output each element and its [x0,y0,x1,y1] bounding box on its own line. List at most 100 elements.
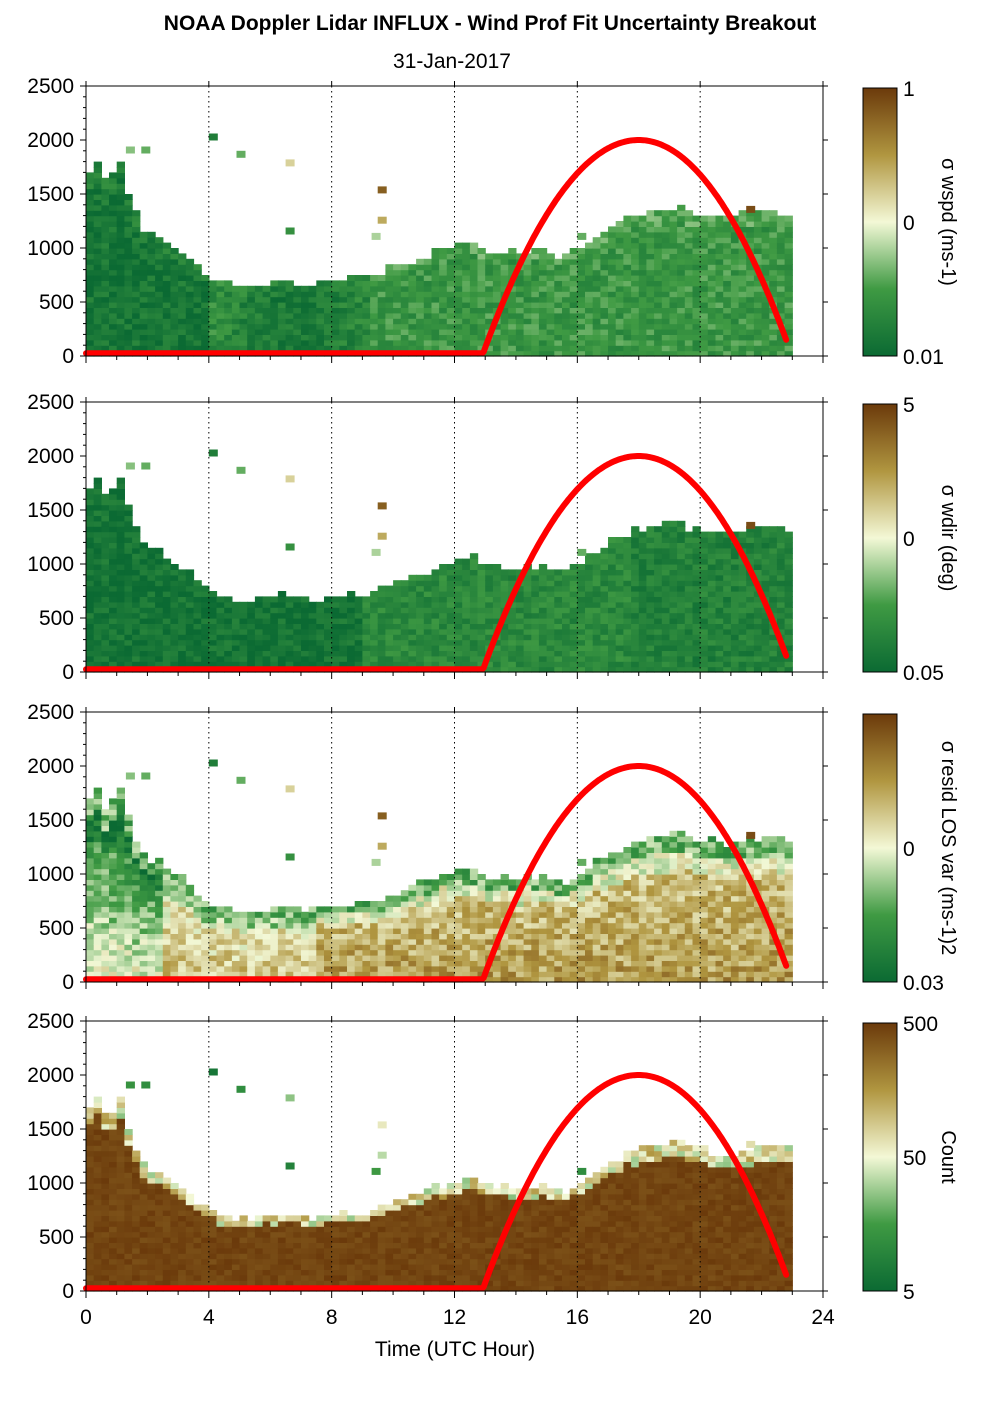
heatmap-cell [739,286,747,292]
heatmap-cell [739,302,747,308]
heatmap-cell [670,340,678,346]
heatmap-cell [501,253,509,259]
heatmap-cell [662,591,670,597]
heatmap-cell [270,923,278,929]
heatmap-cell [86,640,94,646]
heatmap-cell [470,629,478,635]
heatmap-cell [109,221,117,227]
heatmap-cell [570,324,578,330]
heatmap-cell [593,640,601,646]
heatmap-cell [785,586,793,592]
heatmap-cell [693,629,701,635]
heatmap-cell [155,917,163,923]
heatmap-cell [416,634,424,640]
heatmap-cell [339,297,347,303]
heatmap-cell [124,542,132,548]
heatmap-cell [723,640,731,646]
heatmap-cell [86,960,94,966]
heatmap-cell [217,960,225,966]
heatmap-cell [278,302,286,308]
heatmap-cell [670,253,678,259]
heatmap-cell [401,966,409,972]
heatmap-cell [86,623,94,629]
heatmap-cell [662,340,670,346]
heatmap-cell [201,955,209,961]
heatmap-cell [685,221,693,227]
heatmap-cell [126,147,135,154]
heatmap-cell [186,602,194,608]
heatmap-cell [140,313,148,319]
heatmap-cell [170,564,178,570]
heatmap-cell [132,634,140,640]
heatmap-cell [309,613,317,619]
heatmap-cell [201,613,209,619]
heatmap-cell [762,318,770,324]
heatmap-cell [201,329,209,335]
heatmap-cell [163,607,171,613]
heatmap-cell [600,248,608,254]
heatmap-cell [163,645,171,651]
heatmap-cell [455,248,463,254]
heatmap-cell [470,569,478,575]
heatmap-cell [385,596,393,602]
heatmap-cell [86,596,94,602]
heatmap-cell [362,602,370,608]
heatmap-cell [147,586,155,592]
heatmap-cell [623,607,631,613]
heatmap-cell [316,618,324,624]
heatmap-cell [147,650,155,656]
heatmap-cell [86,291,94,297]
heatmap-cell [385,656,393,662]
heatmap-cell [385,901,393,907]
heatmap-cell [646,602,654,608]
heatmap-cell [501,645,509,651]
heatmap-cell [455,640,463,646]
heatmap-cell [86,221,94,227]
heatmap-cell [754,313,762,319]
heatmap-cell [777,526,785,532]
heatmap-cell [585,302,593,308]
heatmap-cell [670,280,678,286]
heatmap-cell [646,329,654,335]
heatmap-cell [739,613,747,619]
figure-title: NOAA Doppler Lidar INFLUX - Wind Prof Fi… [164,12,816,35]
heatmap-cell [370,307,378,313]
heatmap-cell [600,591,608,597]
heatmap-cell [263,291,271,297]
heatmap-cell [693,286,701,292]
heatmap-cell [447,656,455,662]
heatmap-cell [217,933,225,939]
heatmap-cell [639,661,647,667]
heatmap-cell [278,944,286,950]
heatmap-cell [347,602,355,608]
heatmap-cell [324,939,332,945]
heatmap-cell [170,291,178,297]
heatmap-cell [739,264,747,270]
heatmap-cell [362,901,370,907]
heatmap-cell [124,618,132,624]
heatmap-cell [646,596,654,602]
heatmap-cell [147,318,155,324]
heatmap-cell [201,928,209,934]
heatmap-cell [485,629,493,635]
heatmap-cell [447,901,455,907]
heatmap-cell [370,645,378,651]
heatmap-cell [378,286,386,292]
heatmap-cell [147,640,155,646]
heatmap-cell [455,629,463,635]
heatmap-cell [86,302,94,308]
heatmap-cell [762,532,770,538]
heatmap-cell [462,569,470,575]
heatmap-cell [723,302,731,308]
heatmap-cell [785,270,793,276]
heatmap-cell [155,650,163,656]
heatmap-cell [746,618,754,624]
heatmap-cell [178,928,186,934]
heatmap-cell [762,253,770,259]
heatmap-cell [109,623,117,629]
heatmap-cell [94,243,102,249]
heatmap-cell [393,580,401,586]
heatmap-cell [539,280,547,286]
heatmap-cell [516,607,524,613]
heatmap-cell [347,313,355,319]
